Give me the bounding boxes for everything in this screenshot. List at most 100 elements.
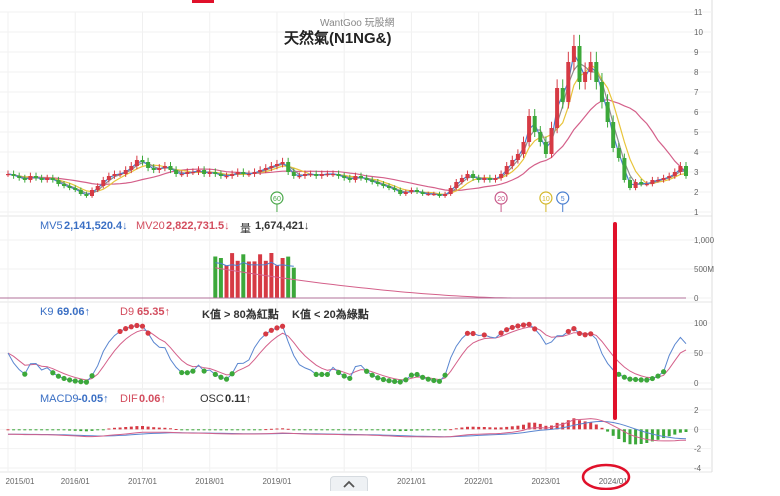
osc-bar[interactable] xyxy=(578,420,581,430)
osc-bar[interactable] xyxy=(45,429,49,431)
candle-body[interactable] xyxy=(538,132,543,142)
osc-bar[interactable] xyxy=(253,429,256,431)
osc-bar[interactable] xyxy=(348,429,352,431)
candle-body[interactable] xyxy=(252,172,257,174)
volume-bar[interactable] xyxy=(263,260,268,298)
osc-bar[interactable] xyxy=(639,429,643,444)
kd-panel[interactable] xyxy=(7,321,687,385)
candle-body[interactable] xyxy=(325,174,330,176)
candle-body[interactable] xyxy=(218,174,223,176)
osc-bar[interactable] xyxy=(309,429,313,431)
osc-bar[interactable] xyxy=(482,427,486,430)
osc-bar[interactable] xyxy=(337,429,341,431)
candle-body[interactable] xyxy=(588,62,593,72)
osc-bar[interactable] xyxy=(141,426,144,430)
candle-body[interactable] xyxy=(168,166,173,170)
osc-bar[interactable] xyxy=(124,427,128,430)
osc-bar[interactable] xyxy=(466,426,469,430)
candle-body[interactable] xyxy=(510,160,515,166)
candle-body[interactable] xyxy=(644,184,649,186)
osc-bar[interactable] xyxy=(180,429,184,431)
osc-bar[interactable] xyxy=(454,428,458,430)
candle-body[interactable] xyxy=(230,174,235,176)
candle-body[interactable] xyxy=(90,190,94,196)
candle-body[interactable] xyxy=(583,72,588,82)
osc-bar[interactable] xyxy=(191,429,195,431)
candle-body[interactable] xyxy=(684,166,688,176)
candle-body[interactable] xyxy=(605,102,610,122)
candle-body[interactable] xyxy=(628,180,632,188)
candle-body[interactable] xyxy=(319,174,324,176)
osc-bar[interactable] xyxy=(163,427,167,430)
candle-body[interactable] xyxy=(515,154,520,160)
osc-bar[interactable] xyxy=(516,425,520,430)
osc-bar[interactable] xyxy=(572,418,576,430)
candle-body[interactable] xyxy=(650,180,655,184)
osc-bar[interactable] xyxy=(488,427,492,430)
osc-bar[interactable] xyxy=(236,429,240,431)
osc-bar[interactable] xyxy=(673,429,677,435)
osc-bar[interactable] xyxy=(376,429,380,431)
candle-body[interactable] xyxy=(151,168,156,170)
osc-bar[interactable] xyxy=(645,429,649,443)
candle-body[interactable] xyxy=(6,174,10,176)
osc-bar[interactable] xyxy=(264,429,268,431)
candle-body[interactable] xyxy=(39,178,44,180)
osc-bar[interactable] xyxy=(533,422,537,430)
osc-bar[interactable] xyxy=(359,429,363,431)
osc-bar[interactable] xyxy=(398,429,402,432)
osc-bar[interactable] xyxy=(667,429,671,437)
osc-bar[interactable] xyxy=(325,429,329,431)
osc-bar[interactable] xyxy=(510,426,514,430)
osc-bar[interactable] xyxy=(197,429,200,431)
osc-bar[interactable] xyxy=(365,429,369,431)
candle-body[interactable] xyxy=(258,170,263,172)
osc-bar[interactable] xyxy=(129,426,133,430)
osc-bar[interactable] xyxy=(342,429,346,431)
candle-body[interactable] xyxy=(353,176,358,180)
osc-bar[interactable] xyxy=(152,427,156,430)
candle-body[interactable] xyxy=(392,188,397,190)
osc-bar[interactable] xyxy=(471,426,475,430)
osc-bar[interactable] xyxy=(544,425,548,430)
candle-body[interactable] xyxy=(67,186,72,188)
osc-bar[interactable] xyxy=(297,429,301,431)
candle-body[interactable] xyxy=(22,178,27,180)
candle-body[interactable] xyxy=(549,128,554,154)
osc-bar[interactable] xyxy=(622,429,626,443)
osc-bar[interactable] xyxy=(258,429,262,431)
volume-bar[interactable] xyxy=(246,261,251,299)
osc-bar[interactable] xyxy=(118,427,122,430)
osc-bar[interactable] xyxy=(185,429,189,431)
candle-body[interactable] xyxy=(594,62,599,82)
candle-body[interactable] xyxy=(303,174,307,176)
volume-bar[interactable] xyxy=(230,253,235,298)
osc-bar[interactable] xyxy=(494,427,497,430)
volume-bar[interactable] xyxy=(258,254,263,298)
candle-body[interactable] xyxy=(493,178,498,180)
candle-body[interactable] xyxy=(471,174,476,178)
candle-body[interactable] xyxy=(84,194,89,196)
osc-bar[interactable] xyxy=(600,427,604,430)
osc-bar[interactable] xyxy=(208,429,212,431)
osc-bar[interactable] xyxy=(213,429,217,431)
volume-bar[interactable] xyxy=(241,254,246,298)
candle-body[interactable] xyxy=(347,178,352,180)
price-panel[interactable]: 60 20 10 5 xyxy=(6,34,688,212)
candle-body[interactable] xyxy=(487,178,492,180)
candle-body[interactable] xyxy=(667,176,672,178)
osc-bar[interactable] xyxy=(202,429,206,431)
candle-body[interactable] xyxy=(336,174,341,176)
osc-bar[interactable] xyxy=(555,422,559,430)
osc-bar[interactable] xyxy=(68,429,72,431)
osc-bar[interactable] xyxy=(561,422,565,430)
osc-bar[interactable] xyxy=(303,429,307,431)
candle-body[interactable] xyxy=(297,176,302,178)
collapse-toggle-button[interactable] xyxy=(330,476,368,491)
candle-body[interactable] xyxy=(364,178,369,180)
osc-bar[interactable] xyxy=(269,428,273,430)
candle-body[interactable] xyxy=(571,46,576,62)
osc-bar[interactable] xyxy=(17,429,21,431)
